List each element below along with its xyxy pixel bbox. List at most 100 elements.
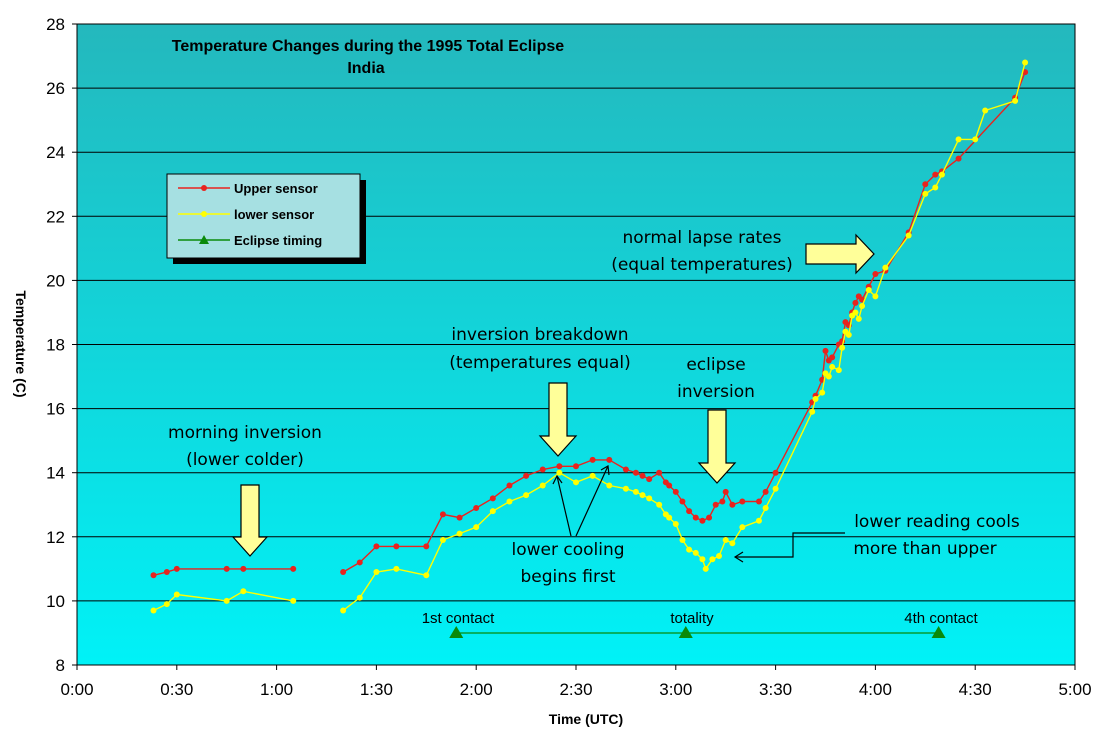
data-point [719, 499, 725, 505]
legend: Upper sensor lower sensor Eclipse timing [167, 174, 366, 264]
data-point [646, 495, 652, 501]
data-point [606, 483, 612, 489]
data-point [174, 591, 180, 597]
data-point [340, 608, 346, 614]
data-point [823, 348, 829, 354]
data-point [490, 508, 496, 514]
y-tick-label: 12 [46, 528, 65, 547]
data-point [357, 595, 363, 601]
y-tick-labels: 8 10 12 14 16 18 20 22 24 26 28 [46, 15, 77, 675]
data-point [573, 479, 579, 485]
legend-upper-marker [201, 185, 207, 191]
data-point [1012, 98, 1018, 104]
x-tick-label: 4:00 [859, 680, 892, 699]
annotation-line: (lower colder) [186, 450, 304, 470]
data-point [556, 463, 562, 469]
data-point [373, 569, 379, 575]
x-tick-label: 5:00 [1058, 680, 1091, 699]
data-point [240, 588, 246, 594]
data-point [646, 476, 652, 482]
data-point [573, 463, 579, 469]
x-axis-label: Time (UTC) [549, 711, 623, 727]
data-point [939, 172, 945, 178]
data-point [623, 466, 629, 472]
data-point [872, 271, 878, 277]
event-label-totality: totality [670, 610, 714, 627]
chart-title-line-1: Temperature Changes during the 1995 Tota… [172, 38, 565, 55]
x-tick-label: 2:00 [460, 680, 493, 699]
data-point [1022, 59, 1028, 65]
data-point [809, 409, 815, 415]
data-point [829, 364, 835, 370]
data-point [290, 566, 296, 572]
data-point [756, 518, 762, 524]
legend-eclipse-label: Eclipse timing [234, 233, 322, 248]
data-point [556, 470, 562, 476]
data-point [729, 540, 735, 546]
data-point [972, 136, 978, 142]
data-point [423, 543, 429, 549]
data-point [956, 156, 962, 162]
data-point [829, 354, 835, 360]
y-tick-label: 16 [46, 400, 65, 419]
data-point [151, 572, 157, 578]
data-point [440, 511, 446, 517]
data-point [506, 483, 512, 489]
data-point [713, 502, 719, 508]
data-point [866, 287, 872, 293]
data-point [473, 524, 479, 530]
x-tick-label: 4:30 [959, 680, 992, 699]
data-point [839, 345, 845, 351]
x-tick-labels: 0:00 0:30 1:00 1:30 2:00 2:30 3:00 3:30 4:00 4:30… [60, 665, 1091, 699]
x-tick-label: 1:00 [260, 680, 293, 699]
data-point [240, 566, 246, 572]
data-point [716, 553, 722, 559]
data-point [506, 499, 512, 505]
annotation-line: (equal temperatures) [611, 255, 793, 275]
data-point [932, 184, 938, 190]
data-point [709, 556, 715, 562]
data-point [756, 499, 762, 505]
annotation-line: eclipse [686, 355, 745, 375]
data-point [693, 550, 699, 556]
svg-text:Temperature (C): Temperature (C) [13, 290, 29, 397]
data-point [813, 396, 819, 402]
data-point [922, 181, 928, 187]
data-point [340, 569, 346, 575]
data-point [982, 108, 988, 114]
legend-upper-label: Upper sensor [234, 181, 318, 196]
data-point [932, 172, 938, 178]
annotation-line: lower cooling [511, 540, 624, 560]
annotation-line: lower reading cools [854, 512, 1020, 532]
data-point [440, 537, 446, 543]
data-point [457, 531, 463, 537]
legend-lower-label: lower sensor [234, 207, 314, 222]
y-axis-label: Temperature (C) [13, 290, 29, 397]
data-point [859, 303, 865, 309]
data-point [729, 502, 735, 508]
annotation-line: more than upper [853, 539, 996, 559]
data-point [856, 316, 862, 322]
annotation-line: inversion breakdown [451, 325, 628, 345]
data-point [590, 473, 596, 479]
data-point [693, 515, 699, 521]
data-point [423, 572, 429, 578]
data-point [773, 470, 779, 476]
data-point [540, 466, 546, 472]
data-point [633, 489, 639, 495]
annotation-line: begins first [520, 567, 615, 587]
data-point [457, 515, 463, 521]
data-point [836, 367, 842, 373]
data-point [393, 566, 399, 572]
data-point [290, 598, 296, 604]
y-tick-label: 18 [46, 336, 65, 355]
chart-title-line-2: India [347, 60, 384, 77]
y-tick-label: 28 [46, 15, 65, 34]
annotation-line: normal lapse rates [622, 228, 781, 248]
data-point [852, 300, 858, 306]
y-tick-label: 26 [46, 79, 65, 98]
data-point [224, 566, 230, 572]
data-point [673, 489, 679, 495]
data-point [773, 486, 779, 492]
data-point [723, 489, 729, 495]
